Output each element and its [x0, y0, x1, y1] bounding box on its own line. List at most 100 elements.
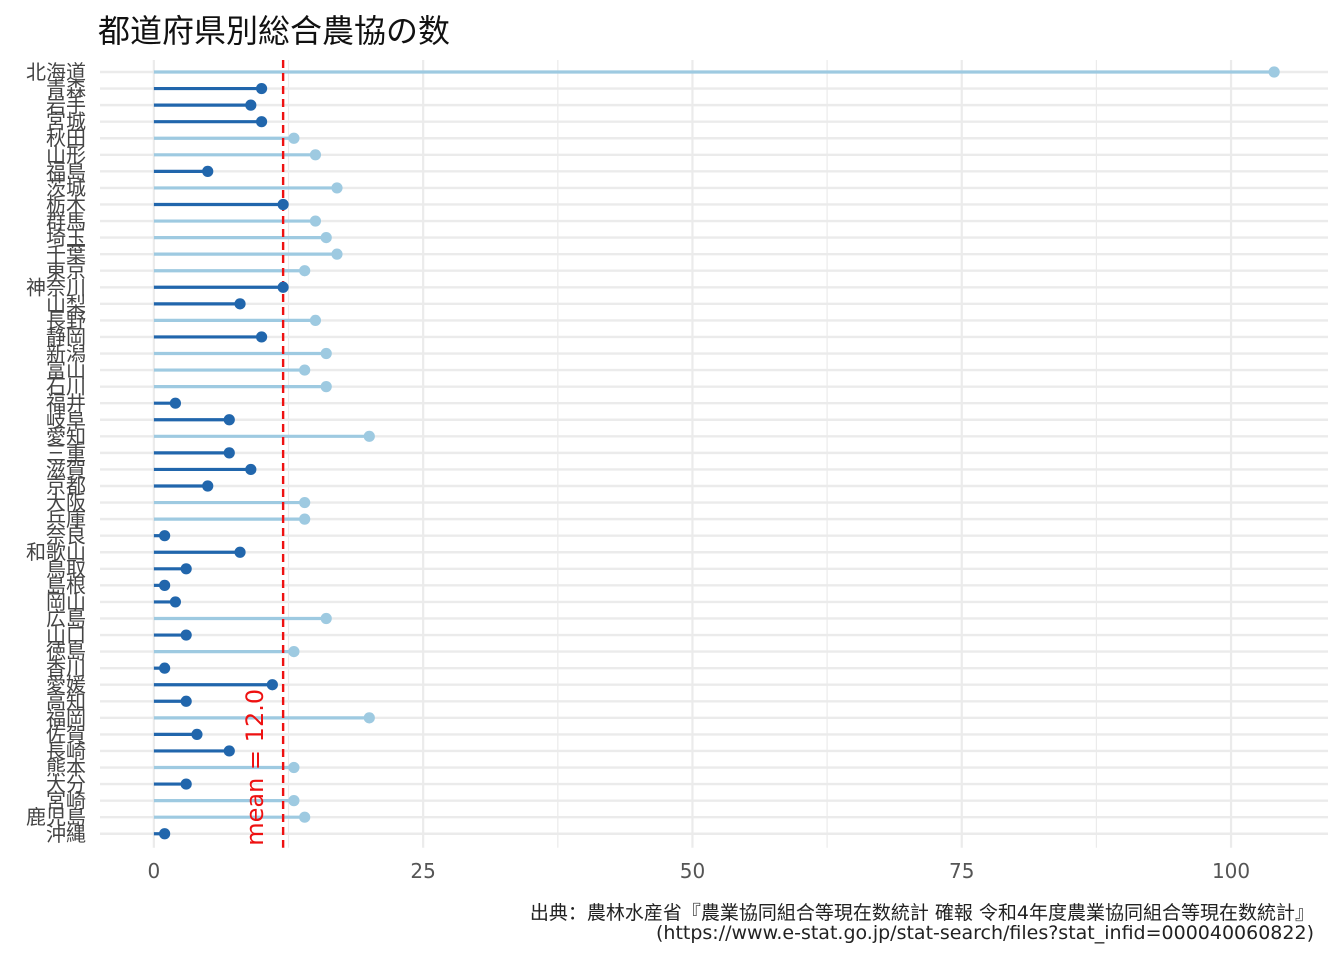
- lollipop-point: [223, 414, 235, 426]
- y-tick-label: 栃木: [46, 192, 86, 216]
- lollipop-point: [255, 331, 268, 343]
- lollipop-point: [1268, 66, 1280, 78]
- y-tick-label: 熊本: [46, 756, 86, 780]
- lollipop-point: [309, 215, 322, 227]
- lollipop-point: [320, 381, 332, 393]
- y-tick-label: 宮城: [46, 110, 86, 134]
- y-tick-label: 群馬: [46, 209, 86, 233]
- y-tick-label: 愛知: [46, 424, 86, 448]
- y-tick-label: 秋田: [46, 126, 86, 150]
- y-tick-label: 島根: [46, 573, 86, 597]
- y-tick-label: 岐阜: [46, 408, 86, 432]
- x-tick-label: 25: [410, 859, 435, 883]
- y-tick-label: 長崎: [46, 739, 86, 763]
- y-tick-label: 愛媛: [46, 673, 86, 697]
- y-tick-label: 千葉: [46, 242, 86, 266]
- lollipop-point: [331, 248, 343, 260]
- y-tick-label: 山梨: [46, 292, 86, 316]
- lollipop-point: [191, 728, 203, 741]
- lollipop-point: [266, 679, 278, 691]
- lollipop-point: [255, 82, 268, 95]
- y-tick-label: 和歌山: [26, 540, 86, 564]
- lollipop-point: [299, 364, 311, 376]
- lollipop-point: [169, 397, 182, 409]
- lollipop-point: [288, 132, 300, 144]
- y-tick-label: 長野: [46, 308, 86, 332]
- y-tick-label: 兵庫: [46, 507, 86, 531]
- lollipop-point: [255, 116, 268, 128]
- x-tick-label: 50: [680, 859, 705, 883]
- lollipop-point: [202, 480, 214, 492]
- lollipop-point: [180, 778, 192, 790]
- source-caption-line1: 出典：農林水産省『農業協同組合等現在数統計 確報 令和4年度農業協同組合等現在数…: [529, 902, 1314, 924]
- lollipop-point: [180, 563, 192, 575]
- y-tick-label: 大阪: [46, 491, 86, 515]
- lollipop-point: [320, 612, 332, 625]
- lollipop-point: [288, 795, 300, 807]
- lollipop-point: [299, 265, 311, 277]
- lollipop-point: [223, 745, 235, 757]
- point-layer: [159, 66, 1280, 840]
- y-tick-label: 新潟: [46, 342, 86, 366]
- lollipop-point: [159, 662, 171, 674]
- y-tick-label: 岡山: [46, 590, 86, 614]
- y-tick-label: 高知: [46, 689, 86, 713]
- y-tick-label: 富山: [46, 358, 86, 382]
- lollipop-point: [159, 530, 171, 542]
- lollipop-point: [320, 347, 332, 360]
- y-tick-label: 岩手: [46, 93, 86, 117]
- lollipop-point: [169, 596, 182, 608]
- lollipop-point: [299, 513, 311, 525]
- y-tick-label: 奈良: [46, 524, 86, 548]
- y-tick-label: 茨城: [46, 176, 86, 200]
- lollipop-point: [363, 712, 375, 724]
- y-tick-label: 鳥取: [46, 557, 86, 581]
- y-tick-label: 石川: [46, 375, 86, 399]
- lollipop-point: [320, 232, 332, 244]
- source-caption-line2: (https://www.e-stat.go.jp/stat-search/fi…: [655, 922, 1314, 944]
- mean-label: mean = 12.0: [241, 689, 269, 846]
- y-tick-label: 大分: [46, 772, 86, 796]
- lollipop-point: [245, 463, 257, 476]
- lollipop-point: [309, 314, 322, 326]
- mean-layer: mean = 12.0: [241, 60, 285, 848]
- y-tick-label: 香川: [46, 656, 86, 680]
- y-tick-label: 宮崎: [46, 789, 86, 813]
- lollipop-point: [309, 149, 322, 161]
- lollipop-point: [180, 629, 192, 641]
- lollipop-point: [277, 281, 289, 293]
- lollipop-point: [234, 298, 246, 310]
- lollipop-point: [288, 761, 300, 774]
- y-tick-label: 山口: [46, 623, 86, 647]
- y-tick-label: 神奈川: [26, 275, 86, 299]
- y-tick-label: 鹿児島: [26, 805, 86, 829]
- x-axis-labels: 0 25 50 75 100: [147, 859, 1250, 883]
- lollipop-point: [234, 546, 246, 558]
- x-tick-label: 100: [1212, 859, 1250, 883]
- lollipop-point: [331, 182, 343, 194]
- lollipop-point: [245, 99, 257, 111]
- y-tick-label: 静岡: [46, 325, 86, 349]
- lollipop-point: [277, 198, 289, 211]
- lollipop-point: [180, 695, 192, 707]
- chart-title: 都道府県別総合農協の数: [98, 12, 451, 50]
- y-tick-label: 埼玉: [46, 226, 86, 250]
- x-tick-label: 75: [949, 859, 974, 883]
- y-tick-label: 福井: [46, 391, 86, 415]
- y-tick-label: 東京: [46, 259, 86, 283]
- y-tick-label: 福岡: [46, 706, 86, 730]
- lollipop-point: [288, 646, 300, 658]
- lollipop-point: [299, 811, 311, 823]
- y-tick-label: 徳島: [46, 640, 86, 664]
- lollipop-point: [202, 165, 214, 177]
- y-tick-label: 広島: [46, 606, 86, 630]
- y-tick-label: 福島: [46, 159, 86, 183]
- lollipop-point: [363, 430, 375, 442]
- y-tick-label: 青森: [46, 77, 86, 101]
- y-tick-label: 沖縄: [46, 822, 86, 846]
- y-axis-labels: 北海道青森岩手宮城秋田山形福島茨城栃木群馬埼玉千葉東京神奈川山梨長野静岡新潟富山…: [26, 60, 86, 846]
- y-tick-label: 山形: [46, 143, 86, 167]
- y-tick-label: 北海道: [26, 60, 86, 84]
- lollipop-point: [159, 828, 171, 840]
